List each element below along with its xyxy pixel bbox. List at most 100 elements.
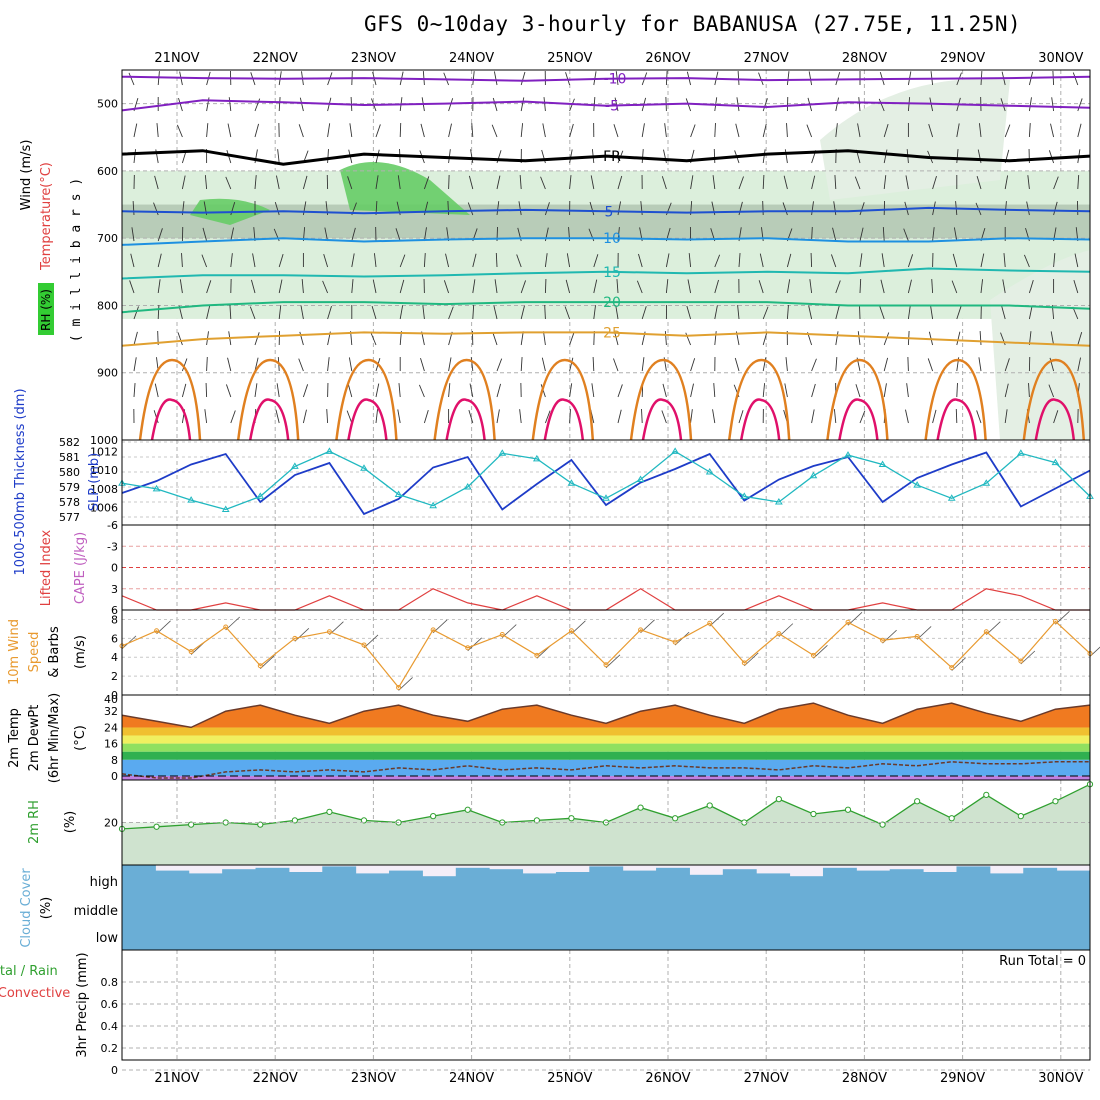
chart-title: GFS 0~10day 3-hourly for BABANUSA (27.75…	[364, 12, 1022, 36]
y-tick-label: 0	[111, 770, 118, 783]
wind-barb	[832, 227, 837, 242]
temp-contour-warm	[826, 358, 889, 441]
wind-barb	[399, 279, 405, 294]
y-tick-label: 577	[59, 511, 80, 524]
wind-speed-marker	[707, 620, 713, 626]
y-axis-unit: (%)	[39, 897, 54, 920]
wind-barb	[227, 123, 232, 138]
wind-barb	[1050, 123, 1055, 138]
wind-barb	[956, 149, 959, 164]
temp-warm-fill	[122, 703, 1090, 728]
wind-barb	[254, 175, 257, 190]
wind-barb	[762, 383, 766, 398]
wind-barb	[302, 384, 309, 398]
wind-barb	[762, 149, 766, 164]
wind-barb	[327, 357, 330, 372]
wind-barb	[565, 279, 571, 294]
wind-barb	[520, 71, 526, 86]
wind-barb	[250, 279, 256, 294]
wind-barb	[349, 123, 353, 138]
slp-marker	[256, 492, 265, 499]
wind-speed-marker	[257, 663, 263, 669]
wind-barb	[133, 357, 137, 372]
wind-barb	[932, 409, 937, 424]
rh-band	[122, 170, 1090, 319]
wind-barb	[569, 383, 573, 398]
wind-barb	[809, 279, 813, 294]
y-axis-label-right: SLP (mb)	[87, 453, 102, 512]
wind-barb	[664, 331, 667, 346]
wind-barb	[1051, 97, 1055, 112]
panel-frame	[121, 609, 1091, 696]
wind-barb	[1004, 201, 1007, 216]
wind-barb	[593, 279, 598, 294]
wind-barb	[154, 383, 159, 398]
temp-contour-warm	[433, 358, 496, 441]
wind-barb	[835, 357, 838, 372]
wind-barb	[254, 123, 260, 138]
wind-barb	[641, 409, 643, 424]
wind-speed-marker	[983, 629, 989, 635]
wind-barb	[810, 253, 813, 268]
wind-barb	[301, 279, 304, 294]
wind-barb	[976, 410, 982, 424]
wind-barb	[786, 71, 790, 86]
temp-contour-warm	[531, 358, 595, 441]
temp-band	[122, 743, 1090, 752]
wind-barb	[493, 305, 498, 320]
wind-barb	[520, 331, 524, 346]
contour-label: 5	[605, 204, 614, 220]
slp-marker	[567, 479, 576, 486]
y-tick-label: 16	[104, 738, 118, 751]
wind-barb	[712, 175, 716, 190]
wind-barb	[397, 175, 401, 190]
y-tick-label: 0.4	[101, 1020, 119, 1033]
rh-moist-patch	[340, 162, 470, 215]
wind-barb	[130, 253, 135, 268]
wind-barb	[690, 409, 693, 424]
date-label-top: 30NOV	[1038, 51, 1083, 66]
wind-barb	[878, 98, 885, 112]
y-tick-label: 579	[59, 481, 80, 494]
wind-barb	[1077, 123, 1082, 138]
wind-barb	[617, 384, 623, 398]
rh-marker	[188, 821, 195, 828]
wind-barb	[956, 331, 961, 346]
wind-barb	[372, 279, 377, 294]
temp-contour-hot	[838, 398, 879, 441]
wind-barb	[762, 98, 768, 112]
cloud-high-bar	[489, 869, 524, 893]
rh-marker	[291, 817, 298, 824]
wind-barb	[254, 383, 258, 398]
rh-marker	[844, 806, 852, 813]
wind-barb	[1028, 97, 1032, 112]
wind-barb	[133, 331, 138, 346]
wind-barb	[565, 72, 571, 86]
slp-marker	[774, 498, 783, 505]
wind-barb	[206, 305, 211, 320]
wind-barb	[690, 358, 696, 372]
y-axis-label: Convective	[0, 986, 70, 1001]
wind-barb	[230, 253, 233, 268]
wind-barb	[519, 175, 522, 190]
y-tick-label: 24	[104, 721, 118, 734]
wind-barb	[907, 305, 911, 320]
y-tick-label-right: 1008	[90, 483, 118, 496]
wind-barb	[230, 227, 234, 242]
wind-barb	[206, 357, 208, 372]
wind-barb	[737, 71, 740, 86]
wind-barb	[1028, 123, 1031, 138]
wind-speed-marker	[603, 662, 609, 668]
y-axis-label: (°C)	[39, 162, 54, 188]
y-tick-label: 700	[97, 232, 118, 245]
wind-barb	[448, 123, 452, 138]
wind-barb	[202, 227, 208, 242]
wind-barb	[298, 358, 304, 372]
wind-barb	[544, 305, 546, 320]
wind-barb	[445, 253, 450, 268]
wind-barb	[738, 410, 744, 424]
wind-barb	[399, 305, 404, 320]
wind-barb	[322, 280, 329, 294]
wind-barb	[494, 279, 498, 294]
slp-marker	[1051, 458, 1060, 466]
